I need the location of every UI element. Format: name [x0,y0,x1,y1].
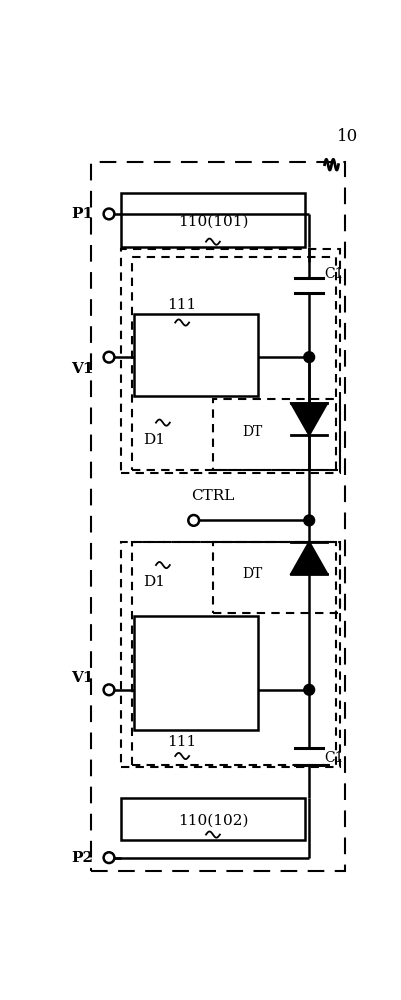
Circle shape [303,684,314,695]
Text: 111: 111 [167,735,196,749]
Bar [120,249,339,473]
Bar [132,542,335,765]
Bar [120,542,339,767]
Text: D1: D1 [143,575,165,589]
Text: 10: 10 [336,128,357,145]
Circle shape [303,515,314,526]
Circle shape [103,684,114,695]
Text: C1: C1 [324,751,343,765]
Circle shape [103,852,114,863]
Circle shape [103,209,114,219]
Text: V1: V1 [71,671,93,685]
Bar [120,798,305,840]
Text: DT: DT [242,567,262,581]
Polygon shape [290,542,326,574]
Circle shape [103,352,114,363]
Text: 110(102): 110(102) [177,814,247,828]
Text: D1: D1 [143,433,165,447]
Circle shape [303,352,314,363]
Text: 110(101): 110(101) [177,215,247,229]
Bar [213,542,339,613]
Text: C1: C1 [324,267,343,281]
Bar [120,193,305,247]
Bar [91,162,344,871]
Polygon shape [290,403,326,435]
Text: P1: P1 [71,207,93,221]
Text: P2: P2 [71,851,93,865]
Bar [134,314,257,396]
Text: V1: V1 [71,362,93,376]
Text: DT: DT [242,425,262,439]
Text: CTRL: CTRL [191,489,234,503]
Bar [213,399,339,470]
Circle shape [188,515,198,526]
Bar [132,257,335,470]
Bar [134,616,257,730]
Text: 111: 111 [167,298,196,312]
